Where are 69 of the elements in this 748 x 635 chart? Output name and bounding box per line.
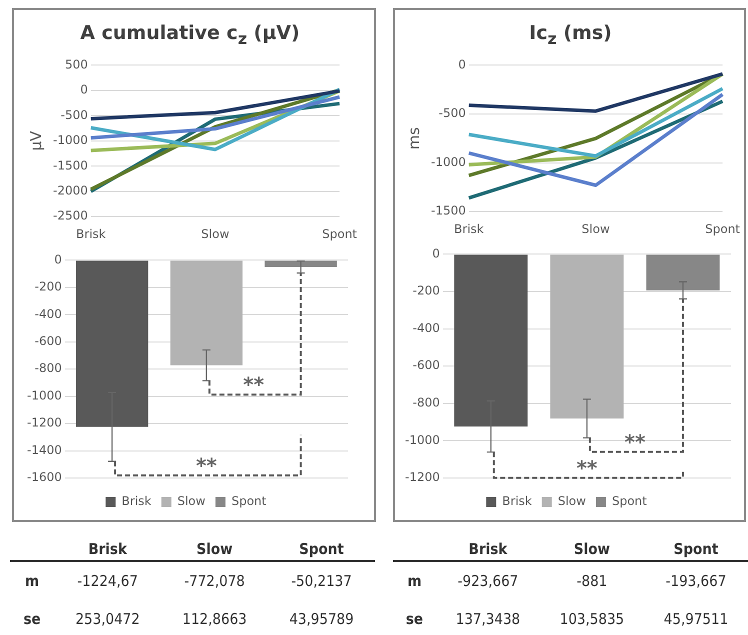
x-tick-label: Brisk [454, 222, 484, 236]
text: -772,078 [183, 571, 246, 592]
y-tick-label: 0 [54, 252, 62, 266]
x-tick-label: Slow [582, 222, 610, 236]
x-tick-label: Spont [322, 226, 358, 241]
category-label: Slow [196, 540, 233, 558]
y-tick-label: -600 [412, 358, 440, 372]
legend-label: Slow [177, 494, 206, 508]
legend-label: Brisk [122, 494, 152, 508]
text: se [404, 609, 424, 630]
y-tick-label: 500 [64, 57, 88, 72]
text: se [22, 609, 42, 630]
text: -881 [576, 571, 608, 592]
y-tick-label: -1000 [26, 388, 62, 402]
text: 103,5835 [558, 609, 626, 630]
y-tick-label: -1600 [26, 470, 62, 484]
chart-title: Ic$_{z}$ (ms) [528, 22, 613, 48]
text: -193,667 [664, 571, 728, 592]
text: -1224,67 [76, 571, 139, 592]
text: 253,0472 [74, 609, 141, 630]
y-tick-label: -1000 [404, 432, 440, 447]
y-tick-label: -200 [34, 280, 62, 294]
y-tick-label: -600 [34, 334, 62, 348]
legend-label: Spont [612, 494, 648, 508]
y-tick-label: -1000 [430, 154, 466, 169]
annotation: ** [243, 372, 265, 397]
y-tick-label: -2000 [52, 183, 88, 198]
y-tick-label: -1500 [430, 204, 466, 218]
category-label: Brisk [88, 540, 127, 558]
y-tick-label: -400 [34, 306, 62, 321]
y-tick-label: -1200 [26, 416, 62, 430]
text: m [24, 571, 40, 592]
y-tick-label: -800 [34, 361, 62, 376]
y-tick-label: 0 [458, 57, 466, 72]
text: -923,667 [456, 571, 520, 592]
y-tick-label: -1400 [26, 442, 62, 457]
y-axis-title: µV [26, 130, 45, 151]
category-label: Brisk [468, 540, 508, 558]
y-tick-label: -2500 [52, 208, 88, 223]
y-tick-label: 0 [432, 246, 440, 260]
y-tick-label: -500 [60, 108, 88, 122]
y-tick-label: 0 [80, 82, 88, 97]
y-axis-title: ms [404, 127, 423, 150]
y-tick-label: -200 [412, 284, 440, 298]
x-tick-label: Spont [705, 222, 740, 236]
legend-label: Brisk [502, 494, 532, 508]
annotation: ** [576, 456, 598, 480]
annotation: ** [196, 453, 218, 478]
text: 45,97511 [662, 609, 730, 630]
text: m [406, 571, 422, 592]
x-tick-label: Brisk [76, 226, 106, 241]
legend-label: Slow [558, 494, 586, 508]
y-tick-label: -1000 [52, 133, 88, 148]
category-label: Slow [574, 540, 610, 558]
y-tick-label: -500 [438, 106, 466, 120]
text: -50,2137 [290, 571, 353, 592]
y-tick-label: -1500 [52, 158, 88, 172]
y-tick-label: -400 [412, 320, 440, 335]
legend-label: Spont [231, 494, 267, 508]
text: 137,3438 [454, 609, 522, 630]
category-label: Spont [674, 540, 718, 558]
text: 112,8663 [181, 609, 248, 630]
x-tick-label: Slow [201, 226, 230, 241]
y-tick-label: -1200 [404, 470, 440, 484]
category-label: Spont [299, 540, 344, 558]
annotation: ** [624, 430, 646, 454]
text: 43,95789 [288, 609, 355, 630]
chart-title: A cumulative c$_{z}$ (µV) [79, 22, 301, 48]
y-tick-label: -800 [412, 396, 440, 410]
